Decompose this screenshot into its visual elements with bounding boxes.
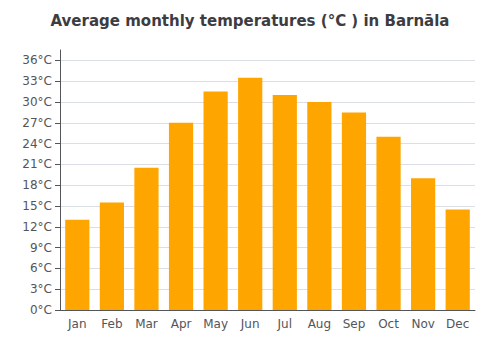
- svg-text:30°C: 30°C: [22, 95, 52, 109]
- svg-text:Feb: Feb: [101, 317, 122, 331]
- svg-text:21°C: 21°C: [22, 157, 52, 171]
- svg-text:Jul: Jul: [277, 317, 292, 331]
- svg-text:Oct: Oct: [378, 317, 399, 331]
- svg-text:6°C: 6°C: [30, 261, 52, 275]
- svg-text:36°C: 36°C: [22, 53, 52, 67]
- svg-text:9°C: 9°C: [30, 241, 52, 255]
- svg-text:33°C: 33°C: [22, 74, 52, 88]
- svg-text:24°C: 24°C: [22, 137, 52, 151]
- svg-text:Aug: Aug: [308, 317, 331, 331]
- svg-text:Mar: Mar: [135, 317, 158, 331]
- svg-text:May: May: [203, 317, 228, 331]
- svg-text:Jan: Jan: [67, 317, 87, 331]
- svg-text:Dec: Dec: [446, 317, 469, 331]
- svg-text:3°C: 3°C: [30, 282, 52, 296]
- svg-text:12°C: 12°C: [22, 220, 52, 234]
- svg-text:0°C: 0°C: [30, 303, 52, 317]
- svg-text:15°C: 15°C: [22, 199, 52, 213]
- svg-text:18°C: 18°C: [22, 178, 52, 192]
- svg-text:Nov: Nov: [411, 317, 434, 331]
- svg-text:Average monthly temperatures (: Average monthly temperatures (°C ) in Ba…: [51, 12, 450, 30]
- svg-text:Sep: Sep: [343, 317, 366, 331]
- svg-text:27°C: 27°C: [22, 116, 52, 130]
- svg-text:Jun: Jun: [240, 317, 260, 331]
- svg-text:Apr: Apr: [171, 317, 192, 331]
